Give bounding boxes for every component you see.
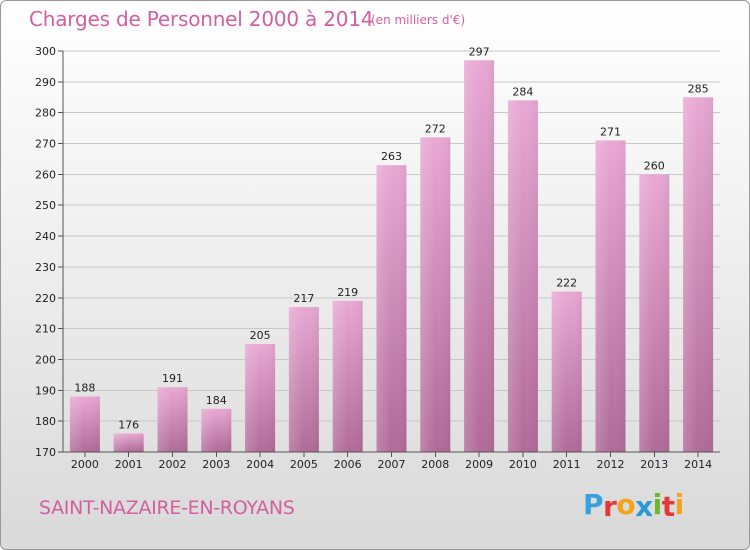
- bar-value-label: 217: [293, 292, 314, 305]
- y-tick-label: 190: [35, 384, 56, 397]
- x-tick-label: 2006: [334, 458, 362, 471]
- y-tick-label: 180: [35, 415, 56, 428]
- bar-value-label: 260: [644, 159, 665, 172]
- chart-title: Charges de Personnel 2000 à 2014: [29, 7, 374, 31]
- logo-letter: P: [583, 488, 604, 521]
- bar-highlight: [201, 408, 232, 452]
- bar-highlight: [157, 387, 188, 452]
- y-tick-label: 280: [35, 107, 56, 120]
- y-tick-label: 170: [35, 446, 56, 459]
- bar-value-label: 284: [512, 85, 533, 98]
- place-name: SAINT-NAZAIRE-EN-ROYANS: [39, 497, 295, 519]
- bar-highlight: [464, 60, 495, 452]
- bar-value-label: 263: [381, 150, 402, 163]
- proxiti-logo: Proxiti: [583, 488, 685, 523]
- bar-value-label: 272: [425, 122, 446, 135]
- bar-highlight: [639, 174, 670, 452]
- bar-highlight: [69, 396, 100, 452]
- x-tick-label: 2007: [378, 458, 406, 471]
- bar-value-label: 297: [469, 45, 490, 58]
- unit-note: (en milliers d'€): [371, 13, 466, 27]
- y-tick-label: 240: [35, 230, 56, 243]
- y-tick-label: 200: [35, 353, 56, 366]
- bar-highlight: [245, 344, 276, 452]
- x-tick-label: 2013: [640, 458, 668, 471]
- bar-highlight: [113, 433, 144, 452]
- bar-highlight: [595, 140, 626, 452]
- bar-value-label: 285: [688, 82, 709, 95]
- x-tick-label: 2000: [71, 458, 99, 471]
- bar-highlight: [288, 307, 319, 452]
- bar-highlight: [683, 97, 714, 453]
- y-tick-label: 250: [35, 199, 56, 212]
- x-tick-label: 2012: [597, 458, 625, 471]
- x-tick-label: 2004: [246, 458, 274, 471]
- x-tick-label: 2008: [421, 458, 449, 471]
- bar-value-label: 222: [556, 277, 577, 290]
- bar-value-label: 191: [162, 372, 183, 385]
- x-tick-label: 2011: [553, 458, 581, 471]
- bar-highlight: [507, 100, 538, 452]
- bar-value-label: 188: [74, 381, 95, 394]
- logo-letter: x: [635, 490, 653, 523]
- x-tick-label: 2014: [684, 458, 712, 471]
- y-tick-label: 210: [35, 323, 56, 336]
- y-tick-label: 300: [35, 45, 56, 58]
- logo-letter: t: [661, 490, 675, 523]
- logo-letter: r: [603, 490, 617, 523]
- logo-letter: i: [652, 488, 663, 521]
- x-tick-label: 2002: [159, 458, 187, 471]
- logo-letter: i: [674, 488, 685, 521]
- bar-value-label: 176: [118, 418, 139, 431]
- bar-highlight: [551, 291, 582, 452]
- bar-value-label: 271: [600, 125, 621, 138]
- bar-highlight: [376, 165, 407, 452]
- y-tick-label: 220: [35, 292, 56, 305]
- y-tick-label: 270: [35, 138, 56, 151]
- y-tick-label: 230: [35, 261, 56, 274]
- bar-highlight: [332, 300, 363, 452]
- x-tick-label: 2003: [202, 458, 230, 471]
- y-tick-label: 260: [35, 168, 56, 181]
- x-tick-label: 2010: [509, 458, 537, 471]
- bar-value-label: 205: [250, 329, 271, 342]
- bar-value-label: 184: [206, 394, 227, 407]
- logo-letter: o: [616, 488, 636, 521]
- x-tick-label: 2009: [465, 458, 493, 471]
- y-tick-label: 290: [35, 76, 56, 89]
- bar-highlight: [420, 137, 451, 452]
- bar-value-label: 219: [337, 286, 358, 299]
- x-tick-label: 2001: [115, 458, 143, 471]
- x-tick-label: 2005: [290, 458, 318, 471]
